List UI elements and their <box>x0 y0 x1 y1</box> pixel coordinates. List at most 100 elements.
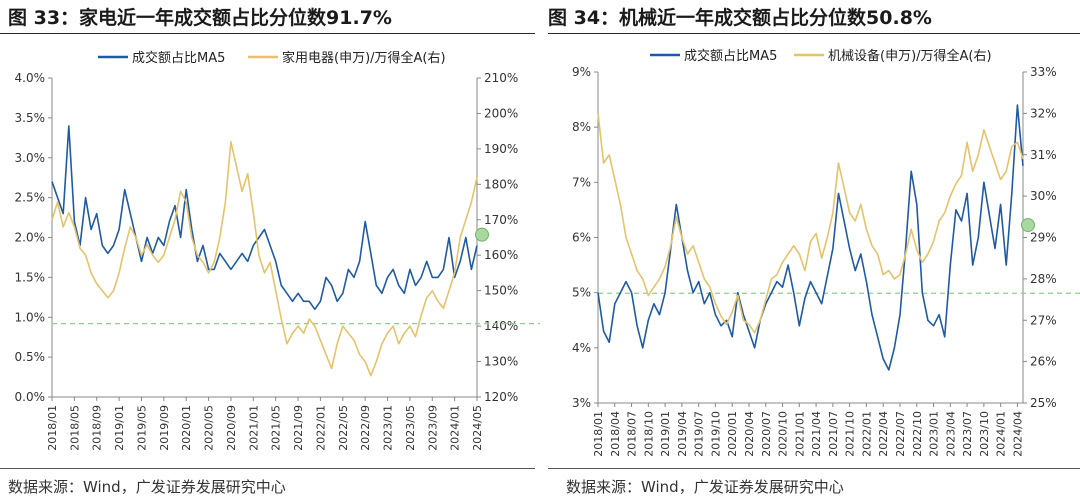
x-tick-label: 2024/01 <box>995 411 1008 457</box>
x-tick-label: 2022/10 <box>911 411 924 457</box>
x-tick-label: 2023/01 <box>928 411 941 457</box>
title-row: 图 34：机械近一年成交额占比分位数50.8% <box>540 0 932 32</box>
x-tick-label: 2018/05 <box>68 405 81 451</box>
x-tick-label: 2023/07 <box>961 411 974 457</box>
x-tick-label: 2020/10 <box>777 411 790 457</box>
y-right-tick-label: 170% <box>484 213 518 227</box>
x-tick-label: 2019/01 <box>659 411 672 457</box>
x-tick-label: 2021/05 <box>270 405 283 451</box>
x-tick-label: 2022/09 <box>359 405 372 451</box>
y-left-tick-label: 0.0% <box>15 390 46 404</box>
x-tick-label: 2021/04 <box>810 411 823 457</box>
x-tick-label: 2022/05 <box>337 405 350 451</box>
series-line-relative-index <box>51 141 478 377</box>
y-left-tick-label: 2.0% <box>15 231 46 245</box>
x-tick-label: 2023/05 <box>404 405 417 451</box>
y-left-tick-label: 3% <box>572 396 591 410</box>
x-tick-label: 2022/01 <box>314 405 327 451</box>
chart-panel-machinery: 图 34：机械近一年成交额占比分位数50.8% 3% 4% 5% 6% 7% 8% 9% 25… <box>540 0 1080 501</box>
latest-value-marker <box>1021 218 1035 233</box>
x-tick-label: 2022/07 <box>894 411 907 457</box>
x-tick-label: 2024/05 <box>471 405 484 451</box>
x-tick-label: 2021/01 <box>247 405 260 451</box>
x-tick-label: 2018/09 <box>91 405 104 451</box>
x-tick-label: 2020/04 <box>743 411 756 457</box>
y-right-tick-label: 26% <box>1030 355 1057 369</box>
y-right-tick-label: 180% <box>484 177 518 191</box>
y-right-tick-label: 130% <box>484 355 518 369</box>
x-tick-label: 2021/10 <box>844 411 857 457</box>
series-line-turnover-ma5 <box>51 125 478 311</box>
x-tick-label: 2023/09 <box>426 405 439 451</box>
x-tick-label: 2019/10 <box>709 411 722 457</box>
x-tick-label: 2024/04 <box>1011 411 1024 457</box>
latest-value-marker <box>475 227 489 242</box>
y-right-tick-label: 120% <box>484 390 518 404</box>
x-tick-label: 2021/01 <box>793 411 806 457</box>
legend-label: 成交额占比MA5 <box>132 50 225 66</box>
chart-panel-home-appliances: 图 33：家电近一年成交额占比分位数91.7% 0.0% 0.5% 1.0% 1.5%… <box>0 0 540 496</box>
y-left-tick-label: 8% <box>572 120 591 134</box>
x-tick-label: 2022/04 <box>877 411 890 457</box>
legend-label: 机械设备(申万)/万得全A(右) <box>828 48 992 64</box>
x-tick-label: 2020/07 <box>760 411 773 457</box>
y-right-tick-label: 25% <box>1030 396 1057 410</box>
chart-title: 图 33：家电近一年成交额占比分位数91.7% <box>8 6 392 29</box>
x-tick-label: 2020/05 <box>203 405 216 451</box>
x-tick-label: 2018/04 <box>609 411 622 457</box>
y-right-tick-label: 32% <box>1030 106 1057 120</box>
x-tick-label: 2018/10 <box>642 411 655 457</box>
x-tick-label: 2021/09 <box>292 405 305 451</box>
y-left-tick-label: 5% <box>572 286 591 300</box>
series-line-turnover-ma5 <box>597 104 1024 371</box>
y-left-tick-label: 3.0% <box>15 151 46 165</box>
x-tick-label: 2018/01 <box>592 411 605 457</box>
y-left-tick-label: 0.5% <box>15 350 46 364</box>
x-tick-label: 2019/04 <box>676 411 689 457</box>
y-right-tick-label: 190% <box>484 142 518 156</box>
x-tick-label: 2022/01 <box>860 411 873 457</box>
source-rule <box>548 468 1080 469</box>
x-tick-label: 2023/04 <box>944 411 957 457</box>
title-rule <box>548 33 1080 34</box>
y-left-tick-label: 1.5% <box>15 270 46 284</box>
title-row: 图 33：家电近一年成交额占比分位数91.7% <box>0 0 392 32</box>
y-left-tick-label: 4.0% <box>15 71 46 85</box>
x-tick-label: 2021/07 <box>827 411 840 457</box>
y-right-tick-label: 27% <box>1030 313 1057 327</box>
x-tick-label: 2019/05 <box>135 405 148 451</box>
y-left-tick-label: 9% <box>572 65 591 79</box>
x-tick-label: 2020/09 <box>225 405 238 451</box>
source-note: 数据来源：Wind，广发证券发展研究中心 <box>8 478 286 496</box>
y-left-tick-label: 2.5% <box>15 191 46 205</box>
y-left-tick-label: 1.0% <box>15 310 46 324</box>
x-tick-label: 2023/01 <box>382 405 395 451</box>
y-right-tick-label: 160% <box>484 248 518 262</box>
y-right-tick-label: 29% <box>1030 231 1057 245</box>
chart-svg: 0.0% 0.5% 1.0% 1.5% 2.0% 2.5% 3.0% 3.5% 4.0% 120%… <box>15 50 540 451</box>
title-rule <box>0 33 535 34</box>
x-tick-label: 2019/07 <box>693 411 706 457</box>
x-tick-label: 2024/01 <box>449 405 462 451</box>
y-right-tick-label: 210% <box>484 71 518 85</box>
y-right-tick-label: 30% <box>1030 189 1057 203</box>
x-tick-label: 2023/10 <box>978 411 991 457</box>
y-right-tick-label: 28% <box>1030 272 1057 286</box>
y-left-tick-label: 3.5% <box>15 111 46 125</box>
legend-label: 成交额占比MA5 <box>684 48 777 64</box>
legend-label: 家用电器(申万)/万得全A(右) <box>282 50 446 66</box>
y-right-tick-label: 150% <box>484 284 518 298</box>
x-tick-label: 2020/01 <box>180 405 193 451</box>
x-tick-label: 2018/07 <box>626 411 639 457</box>
y-right-tick-label: 31% <box>1030 148 1057 162</box>
y-right-tick-label: 33% <box>1030 65 1057 79</box>
series-line-relative-index <box>597 113 1024 334</box>
source-note: 数据来源：Wind，广发证券发展研究中心 <box>566 478 844 496</box>
x-tick-label: 2019/01 <box>113 405 126 451</box>
x-tick-label: 2018/01 <box>46 405 59 451</box>
source-rule <box>0 468 535 469</box>
y-right-tick-label: 200% <box>484 106 518 120</box>
chart-title: 图 34：机械近一年成交额占比分位数50.8% <box>548 6 932 29</box>
y-left-tick-label: 4% <box>572 341 591 355</box>
y-left-tick-label: 6% <box>572 231 591 245</box>
